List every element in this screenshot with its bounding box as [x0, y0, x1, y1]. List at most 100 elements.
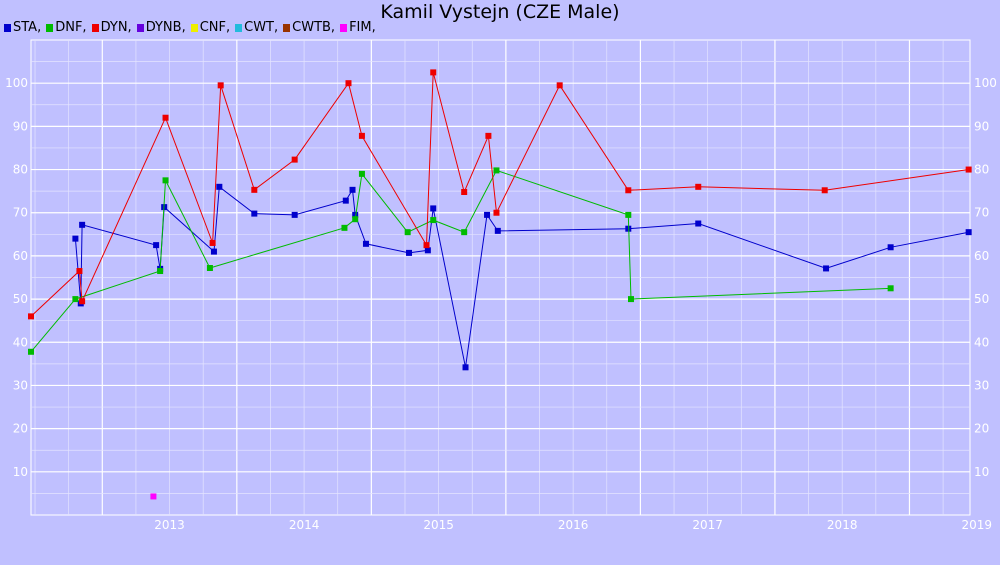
data-point-dnf: [404, 229, 411, 236]
legend-label: FIM,: [349, 20, 376, 35]
data-point-sta: [251, 210, 258, 217]
legend-item: STA,: [4, 20, 41, 35]
legend-label: CWTB,: [292, 20, 336, 35]
y-tick-label-right: 30: [974, 378, 989, 392]
data-point-sta: [362, 240, 369, 247]
data-point-sta: [72, 235, 79, 242]
data-point-sta: [342, 197, 349, 204]
data-point-sta: [153, 242, 160, 249]
x-tick-label: 2018: [827, 518, 858, 532]
data-point-dnf: [341, 224, 348, 231]
y-tick-label-left: 10: [13, 465, 28, 479]
x-tick-label: 2019: [961, 518, 992, 532]
data-point-dnf: [72, 296, 79, 303]
data-point-dyn: [251, 186, 258, 193]
data-point-fim: [150, 493, 157, 500]
data-point-sta: [494, 227, 501, 234]
data-point-sta: [406, 249, 413, 256]
data-point-dyn: [423, 242, 430, 249]
data-point-sta: [695, 220, 702, 227]
y-tick-label-right: 20: [974, 422, 989, 436]
data-point-dyn: [493, 209, 500, 216]
x-tick-label: 2016: [558, 518, 589, 532]
y-tick-label-right: 40: [974, 335, 989, 349]
y-tick-label-left: 60: [13, 249, 28, 263]
data-point-dnf: [625, 211, 632, 218]
data-point-dyn: [430, 69, 437, 76]
data-point-dyn: [695, 183, 702, 190]
data-point-sta: [424, 247, 431, 254]
data-point-dyn: [345, 80, 352, 87]
legend-item: CWTB,: [283, 20, 335, 35]
y-tick-label-right: 70: [974, 206, 989, 220]
data-point-dyn: [28, 313, 34, 320]
data-point-sta: [965, 229, 972, 236]
y-tick-label-left: 100: [5, 76, 28, 90]
data-point-dnf: [206, 265, 213, 271]
data-point-dyn: [76, 268, 83, 275]
data-point-sta: [216, 183, 223, 190]
data-point-dnf: [358, 170, 365, 177]
legend-label: CNF,: [199, 20, 231, 35]
legend-swatch: [91, 23, 99, 32]
x-tick-label: 2015: [423, 518, 454, 532]
legend-item: DYNB,: [136, 20, 186, 35]
data-point-dyn: [79, 298, 86, 305]
data-point-dyn: [358, 132, 365, 139]
data-point-dyn: [209, 239, 216, 246]
y-tick-label-left: 30: [13, 378, 28, 392]
legend-swatch: [136, 23, 144, 32]
data-point-dnf: [627, 296, 634, 303]
data-point-dyn: [162, 114, 169, 121]
y-tick-label-left: 80: [13, 163, 28, 177]
data-point-dnf: [157, 268, 164, 275]
data-point-sta: [430, 205, 437, 212]
y-tick-label-right: 50: [974, 292, 989, 306]
y-tick-label-left: 50: [13, 292, 28, 306]
x-tick-label: 2017: [692, 518, 723, 532]
data-point-dnf: [28, 348, 34, 355]
data-point-dyn: [485, 132, 492, 139]
data-point-sta: [79, 221, 86, 228]
legend: STA, DNF, DYN, DYNB, CNF, CWT, CWTB, FIM,: [4, 20, 381, 35]
legend-item: DNF,: [46, 20, 87, 35]
data-point-dnf: [493, 167, 500, 174]
data-point-dyn: [291, 156, 298, 163]
data-point-dyn: [965, 166, 972, 173]
y-tick-label-left: 20: [13, 422, 28, 436]
legend-label: STA,: [13, 20, 42, 35]
y-tick-label-right: 90: [974, 119, 989, 133]
data-point-sta: [349, 186, 356, 193]
data-point-dyn: [821, 187, 828, 194]
legend-swatch: [190, 23, 198, 32]
legend-swatch: [46, 23, 54, 32]
data-point-dyn: [556, 82, 563, 89]
series-line-dyn: [30, 72, 969, 317]
data-point-dyn: [625, 187, 632, 194]
y-tick-label-left: 40: [13, 335, 28, 349]
x-tick-label: 2013: [154, 518, 185, 532]
y-tick-label-right: 60: [974, 249, 989, 263]
data-point-sta: [210, 248, 217, 255]
data-point-dnf: [352, 216, 359, 223]
y-tick-label-left: 70: [13, 206, 28, 220]
x-tick-label: 2014: [289, 518, 320, 532]
legend-item: CWT,: [235, 20, 278, 35]
legend-swatch: [4, 23, 11, 32]
legend-swatch: [340, 23, 348, 32]
legend-label: DYNB,: [145, 20, 186, 35]
legend-item: DYN,: [91, 20, 132, 35]
data-point-sta: [352, 211, 359, 218]
data-point-dnf: [461, 229, 468, 236]
data-point-sta: [484, 211, 491, 218]
data-point-dnf: [887, 285, 894, 292]
y-tick-label-right: 10: [974, 465, 989, 479]
data-point-dnf: [430, 217, 437, 224]
y-tick-label-right: 100: [974, 76, 997, 90]
data-point-sta: [823, 265, 830, 272]
legend-item: CNF,: [190, 20, 231, 35]
data-point-sta: [887, 244, 894, 251]
data-point-dnf: [162, 177, 169, 184]
legend-label: CWT,: [244, 20, 279, 35]
